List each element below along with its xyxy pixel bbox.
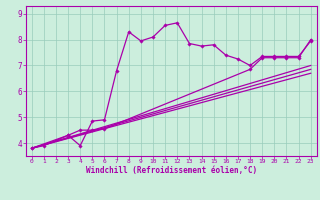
X-axis label: Windchill (Refroidissement éolien,°C): Windchill (Refroidissement éolien,°C)	[86, 166, 257, 175]
